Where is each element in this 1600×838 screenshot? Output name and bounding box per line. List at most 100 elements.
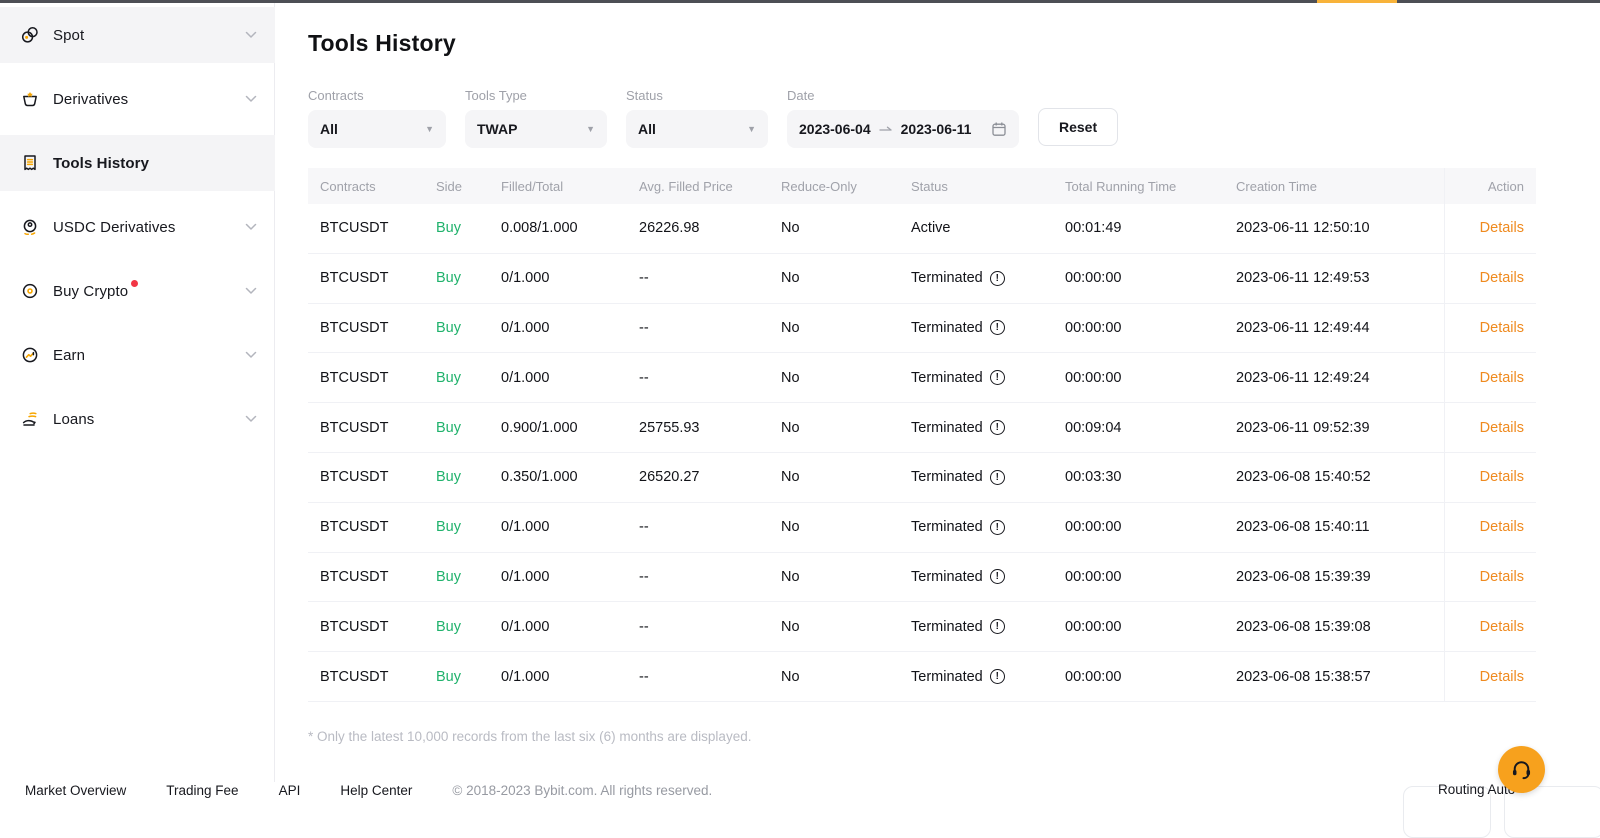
cell-action: Details <box>1444 453 1536 502</box>
sidebar-item-tools-history[interactable]: Tools History <box>0 135 275 191</box>
cell-reduce-only: No <box>781 270 911 286</box>
contracts-select[interactable]: All ▼ <box>308 110 446 148</box>
cell-action: Details <box>1444 204 1536 253</box>
footer-link-help-center[interactable]: Help Center <box>340 783 412 798</box>
cell-side: Buy <box>436 669 501 685</box>
reset-button[interactable]: Reset <box>1038 108 1118 146</box>
status-text: Terminated <box>911 420 983 436</box>
sidebar-item-derivatives[interactable]: Derivatives <box>0 71 275 127</box>
cell-action: Details <box>1444 304 1536 353</box>
details-link[interactable]: Details <box>1480 370 1524 386</box>
cell-action: Details <box>1444 254 1536 303</box>
cell-avg-filled-price: -- <box>639 569 781 585</box>
earn-icon <box>20 345 40 365</box>
sidebar-item-earn[interactable]: Earn <box>0 327 275 383</box>
info-icon[interactable]: ! <box>990 669 1005 684</box>
info-icon[interactable]: ! <box>990 569 1005 584</box>
contracts-select-value: All <box>320 121 338 137</box>
cell-avg-filled-price: -- <box>639 669 781 685</box>
footer-link-trading-fee[interactable]: Trading Fee <box>166 783 238 798</box>
bottom-button-right[interactable] <box>1504 786 1600 838</box>
column-header-side: Side <box>436 179 501 194</box>
details-link[interactable]: Details <box>1480 519 1524 535</box>
sidebar-item-loans[interactable]: Loans <box>0 391 275 447</box>
filter-bar: Contracts All ▼ Tools Type TWAP ▼ Status… <box>308 88 1118 148</box>
progress-segment <box>1317 0 1397 3</box>
cell-creation-time: 2023-06-08 15:40:11 <box>1236 519 1444 535</box>
table-row: BTCUSDTBuy0/1.000--NoTerminated!00:00:00… <box>308 652 1536 702</box>
date-filter-group: Date 2023-06-04 2023-06-11 <box>787 88 1019 148</box>
info-icon[interactable]: ! <box>990 370 1005 385</box>
sidebar-item-spot[interactable]: Spot <box>0 7 275 63</box>
details-link[interactable]: Details <box>1480 669 1524 685</box>
sidebar-item-buy-crypto[interactable]: Buy Crypto <box>0 263 275 319</box>
details-link[interactable]: Details <box>1480 420 1524 436</box>
details-link[interactable]: Details <box>1480 270 1524 286</box>
status-text: Terminated <box>911 270 983 286</box>
status-select-value: All <box>638 121 656 137</box>
cell-filled-total: 0.900/1.000 <box>501 420 639 436</box>
status-text: Terminated <box>911 619 983 635</box>
chevron-down-icon <box>245 351 257 359</box>
cell-status: Terminated! <box>911 370 1065 386</box>
cell-total-running-time: 00:00:00 <box>1065 669 1236 685</box>
cell-filled-total: 0/1.000 <box>501 519 639 535</box>
status-select[interactable]: All ▼ <box>626 110 768 148</box>
buy-crypto-icon <box>20 281 40 301</box>
table-row: BTCUSDTBuy0/1.000--NoTerminated!00:00:00… <box>308 553 1536 603</box>
info-icon[interactable]: ! <box>990 619 1005 634</box>
sidebar-item-usdc-derivatives[interactable]: USDC Derivatives <box>0 199 275 255</box>
status-text: Active <box>911 220 951 236</box>
details-link[interactable]: Details <box>1480 220 1524 236</box>
cell-status: Terminated! <box>911 619 1065 635</box>
cell-total-running-time: 00:00:00 <box>1065 619 1236 635</box>
table-row: BTCUSDTBuy0/1.000--NoTerminated!00:00:00… <box>308 304 1536 354</box>
cell-total-running-time: 00:00:00 <box>1065 370 1236 386</box>
table-row: BTCUSDTBuy0.008/1.00026226.98NoActive00:… <box>308 204 1536 254</box>
cell-total-running-time: 00:00:00 <box>1065 270 1236 286</box>
info-icon[interactable]: ! <box>990 320 1005 335</box>
status-text: Terminated <box>911 669 983 685</box>
cell-status: Terminated! <box>911 270 1065 286</box>
table-row: BTCUSDTBuy0/1.000--NoTerminated!00:00:00… <box>308 602 1536 652</box>
date-range-picker[interactable]: 2023-06-04 2023-06-11 <box>787 110 1019 148</box>
tools-history-icon <box>20 153 40 173</box>
cell-creation-time: 2023-06-08 15:39:08 <box>1236 619 1444 635</box>
info-icon[interactable]: ! <box>990 470 1005 485</box>
date-to-value: 2023-06-11 <box>901 121 972 137</box>
info-icon[interactable]: ! <box>990 520 1005 535</box>
tools-type-select[interactable]: TWAP ▼ <box>465 110 607 148</box>
details-link[interactable]: Details <box>1480 469 1524 485</box>
customer-support-button[interactable] <box>1498 746 1545 793</box>
cell-action: Details <box>1444 403 1536 452</box>
cell-filled-total: 0/1.000 <box>501 669 639 685</box>
cell-contracts: BTCUSDT <box>308 320 436 336</box>
cell-side: Buy <box>436 519 501 535</box>
cell-reduce-only: No <box>781 619 911 635</box>
cell-avg-filled-price: 26520.27 <box>639 469 781 485</box>
footer-link-api[interactable]: API <box>279 783 301 798</box>
cell-creation-time: 2023-06-08 15:40:52 <box>1236 469 1444 485</box>
cell-reduce-only: No <box>781 569 911 585</box>
sidebar-item-label: Earn <box>53 347 85 364</box>
details-link[interactable]: Details <box>1480 320 1524 336</box>
caret-down-icon: ▼ <box>425 124 434 134</box>
cell-reduce-only: No <box>781 320 911 336</box>
cell-filled-total: 0/1.000 <box>501 370 639 386</box>
details-link[interactable]: Details <box>1480 619 1524 635</box>
details-link[interactable]: Details <box>1480 569 1524 585</box>
cell-contracts: BTCUSDT <box>308 619 436 635</box>
cell-contracts: BTCUSDT <box>308 370 436 386</box>
status-text: Terminated <box>911 569 983 585</box>
cell-contracts: BTCUSDT <box>308 220 436 236</box>
cell-total-running-time: 00:00:00 <box>1065 569 1236 585</box>
cell-side: Buy <box>436 270 501 286</box>
tools-history-table: ContractsSideFilled/TotalAvg. Filled Pri… <box>308 168 1536 702</box>
cell-reduce-only: No <box>781 220 911 236</box>
chevron-down-icon <box>245 31 257 39</box>
footer-link-market-overview[interactable]: Market Overview <box>25 783 126 798</box>
cell-reduce-only: No <box>781 469 911 485</box>
info-icon[interactable]: ! <box>990 271 1005 286</box>
cell-total-running-time: 00:01:49 <box>1065 220 1236 236</box>
info-icon[interactable]: ! <box>990 420 1005 435</box>
